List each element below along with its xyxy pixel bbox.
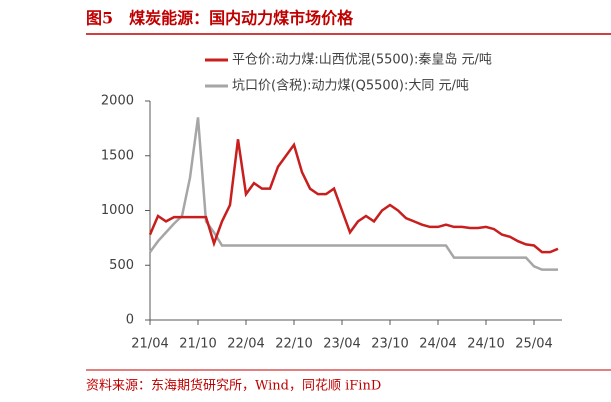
legend-label: 坑口价(含税):动力煤(Q5500):大同 元/吨 [232, 78, 469, 94]
source: 资料来源：东海期货研究所，Wind，同花顺 iFinD [86, 378, 381, 394]
x-tick-label: 24/04 [419, 337, 456, 352]
x-tick-label: 24/10 [467, 337, 504, 352]
y-tick-label: 1000 [101, 203, 134, 218]
x-tick-label: 23/10 [371, 337, 408, 352]
x-tick-label: 21/04 [131, 337, 168, 352]
x-tick-label: 23/04 [323, 337, 360, 352]
y-tick-label: 1500 [101, 148, 134, 163]
series-line [148, 139, 559, 254]
y-tick-label: 500 [109, 258, 134, 273]
y-tick-label: 0 [126, 313, 134, 328]
x-tick-label: 21/10 [179, 337, 216, 352]
x-tick-label: 22/10 [275, 337, 312, 352]
x-tick-label: 25/04 [515, 337, 552, 352]
y-tick-label: 2000 [101, 94, 134, 109]
chart-title: 图5 煤炭能源：国内动力煤市场价格 [86, 9, 354, 28]
x-tick-label: 22/04 [227, 337, 264, 352]
legend-label: 平仓价:动力煤:山西优混(5500):秦皇岛 元/吨 [232, 52, 492, 68]
series-line [148, 117, 558, 271]
